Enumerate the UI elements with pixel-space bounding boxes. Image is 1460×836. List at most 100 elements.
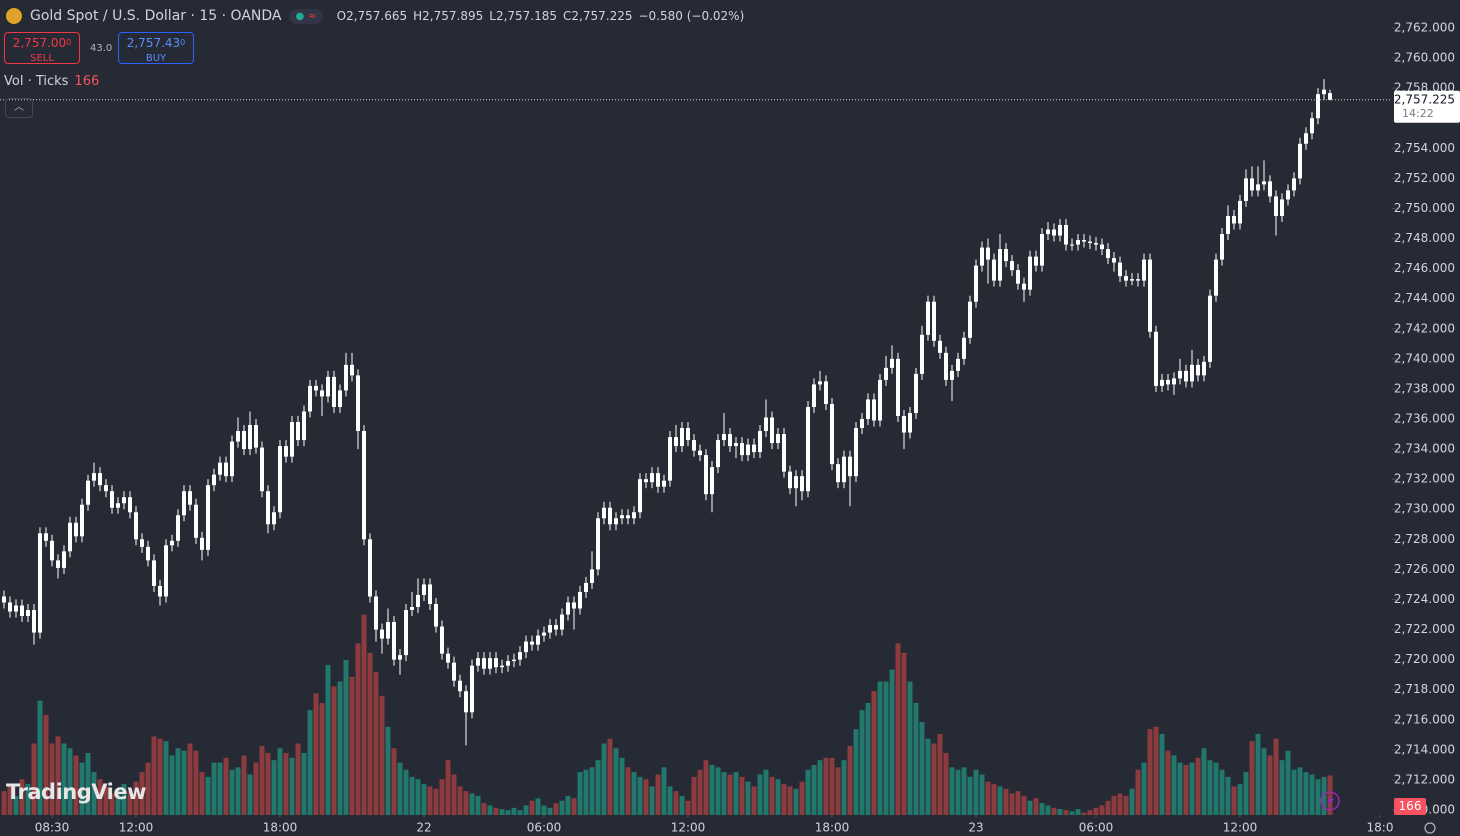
- volume-bar: [739, 776, 745, 815]
- candle-body: [1262, 181, 1267, 185]
- symbol-title[interactable]: Gold Spot / U.S. Dollar · 15 · OANDA: [30, 8, 282, 24]
- candle-body: [308, 385, 313, 412]
- candle-body: [602, 507, 607, 519]
- collapse-button[interactable]: ︿: [5, 98, 33, 118]
- candle-body: [434, 603, 439, 627]
- candle-body: [914, 373, 919, 413]
- volume-bar: [235, 767, 241, 815]
- candle-body: [92, 473, 97, 481]
- brand-logo[interactable]: TradingView: [6, 780, 146, 804]
- volume-bar: [853, 729, 859, 815]
- buy-button[interactable]: 2,757.430 BUY: [118, 32, 194, 64]
- volume-label: Vol · Ticks: [4, 74, 69, 89]
- volume-bar: [925, 738, 931, 815]
- candle-body: [440, 626, 445, 654]
- candle-body: [1028, 256, 1033, 290]
- volume-bar: [637, 776, 643, 815]
- volume-bar: [913, 702, 919, 815]
- volume-bar: [1099, 805, 1105, 815]
- candle-body: [1208, 295, 1213, 362]
- candle-body: [86, 480, 91, 505]
- volume-bar: [433, 788, 439, 815]
- candle-body: [674, 437, 679, 447]
- volume-bar: [145, 762, 151, 815]
- volume-bar: [763, 769, 769, 815]
- candle-body: [872, 399, 877, 421]
- y-tick-label: 2,732.000: [1394, 472, 1455, 486]
- volume-bar: [397, 762, 403, 815]
- volume-bar: [475, 795, 481, 815]
- volume-bar: [733, 772, 739, 815]
- candle-body: [350, 364, 355, 376]
- candle-body: [98, 473, 103, 486]
- candle-body: [698, 450, 703, 456]
- candle-body: [272, 512, 277, 525]
- candle-body: [716, 440, 721, 468]
- volume-bar: [781, 784, 787, 815]
- y-tick-label: 2,748.000: [1394, 231, 1455, 245]
- replay-icon[interactable]: [1320, 791, 1340, 811]
- volume-bar: [1027, 800, 1033, 815]
- candle-body: [854, 428, 859, 477]
- volume-bar: [631, 772, 637, 815]
- candle-body: [890, 358, 895, 368]
- candle-body: [1106, 249, 1111, 259]
- volume-bar: [547, 807, 553, 815]
- candle-body: [704, 455, 709, 495]
- candle-body: [110, 491, 115, 508]
- volume-bar: [487, 805, 493, 815]
- candle-body: [1016, 270, 1021, 284]
- volume-bar: [775, 779, 781, 815]
- volume-bar: [79, 762, 85, 815]
- volume-bar: [43, 714, 49, 815]
- ohlc-key: O: [336, 9, 347, 23]
- candle-body: [1034, 256, 1039, 266]
- ohlc-value: 2,757.665: [346, 9, 408, 23]
- last-price-box: [1394, 90, 1460, 123]
- ohlc-key: H: [413, 9, 423, 23]
- candle-body: [908, 412, 913, 433]
- volume-bar: [241, 755, 247, 815]
- y-tick-label: 2,738.000: [1394, 381, 1455, 395]
- spread: 43.0: [90, 43, 113, 54]
- candle-body: [614, 518, 619, 525]
- volume-badge: [1394, 798, 1426, 815]
- volume-bar: [331, 686, 337, 815]
- candle-body: [398, 655, 403, 660]
- volume-legend[interactable]: Vol · Ticks 166: [4, 74, 99, 89]
- candle-body: [38, 533, 43, 633]
- volume-bar: [193, 750, 199, 815]
- x-tick-label: 06:00: [527, 821, 562, 835]
- candle-body: [170, 540, 175, 546]
- y-tick-label: 2,750.000: [1394, 201, 1455, 215]
- candle-body: [1094, 243, 1099, 245]
- volume-bar: [1285, 750, 1291, 815]
- candle-body: [566, 602, 571, 615]
- volume-bar: [1315, 779, 1321, 815]
- candle-body: [1076, 240, 1081, 245]
- candle-body: [512, 659, 517, 662]
- volume-bar: [679, 795, 685, 815]
- ohlc-value: 2,757.225: [571, 9, 633, 23]
- y-tick-label: 2,762.000: [1394, 20, 1455, 34]
- volume-bar: [1033, 798, 1039, 815]
- candle-body: [1160, 379, 1165, 386]
- candle-body: [800, 476, 805, 492]
- volume-bar: [1009, 793, 1015, 815]
- volume-bar: [37, 700, 43, 815]
- volume-bar: [373, 671, 379, 815]
- volume-bar: [379, 695, 385, 815]
- volume-bar: [1075, 809, 1081, 815]
- volume-bar: [229, 769, 235, 815]
- volume-bar: [1021, 795, 1027, 815]
- sell-button[interactable]: 2,757.000 SELL: [4, 32, 80, 64]
- candle-body: [668, 437, 673, 481]
- volume-bar: [595, 760, 601, 815]
- candle-body: [860, 419, 865, 429]
- x-tick-label: 12:00: [119, 821, 154, 835]
- volume-bar: [703, 760, 709, 815]
- candle-body: [572, 602, 577, 609]
- volume-bar: [1087, 810, 1093, 815]
- volume-bar: [13, 795, 19, 815]
- status-badge[interactable]: ● ≈: [289, 8, 323, 24]
